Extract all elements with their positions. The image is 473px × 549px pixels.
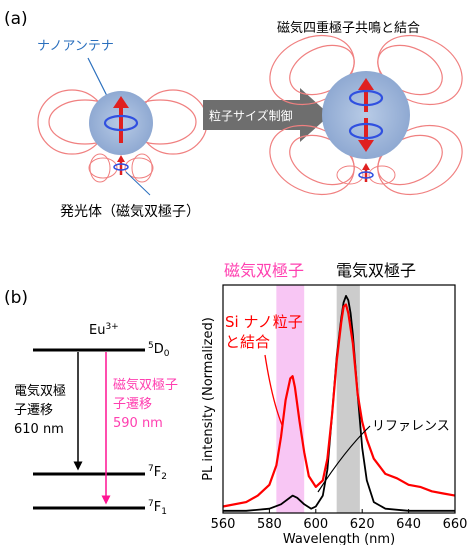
md-transition-label-1: 磁気双極子	[113, 377, 178, 393]
antenna-label: ナノアンテナ	[37, 39, 114, 54]
pl-chart: 560 580 600 620 640 660 Wavelength (nm) PL in…	[201, 284, 468, 547]
y-axis-label: PL intensity (Normalized)	[201, 317, 216, 481]
md-transition-label-3: 590 nm	[113, 416, 163, 431]
emitter-pointer	[125, 171, 151, 196]
right-emitter	[336, 163, 396, 185]
series-si-line	[222, 303, 456, 508]
level-7f1-label: 7F1	[148, 499, 167, 517]
plot-frame	[222, 284, 456, 514]
ref-label: リファレンス	[372, 419, 450, 434]
x-tick-label: 560	[211, 517, 236, 532]
ion-label: Eu3+	[89, 322, 119, 338]
level-7f2-label: 7F2	[148, 464, 167, 482]
series-layer	[222, 294, 456, 512]
panel-a-label: (a)	[4, 9, 28, 29]
quadrupole-arrows	[348, 78, 384, 152]
level-5d0-label: 5D0	[148, 341, 170, 359]
left-dipole-arrow	[103, 96, 139, 143]
x-tick-label: 660	[443, 517, 468, 532]
ticks-layer: 560 580 600 620 640 660	[211, 509, 468, 532]
si-label-2: と結合	[225, 333, 270, 351]
panel-b-label: (b)	[4, 288, 28, 308]
ed-transition-label-2: 子遷移	[14, 403, 53, 418]
process-label: 粒子サイズ制御	[209, 108, 293, 123]
band-ed-label: 電気双極子	[336, 261, 416, 280]
x-tick-label: 580	[257, 517, 282, 532]
ed-transition-label-3: 610 nm	[14, 422, 64, 437]
ed-transition-label-1: 電気双極	[14, 383, 66, 399]
band-0	[276, 285, 305, 513]
right-title: 磁気四重極子共鳴と結合	[277, 20, 420, 36]
right-nanoparticle	[322, 71, 410, 159]
si-label-1: Si ナノ粒子	[225, 313, 303, 331]
si-pointer	[264, 354, 283, 426]
process-arrow	[203, 88, 330, 142]
x-tick-label: 620	[350, 517, 375, 532]
emitter-field	[88, 153, 154, 183]
x-tick-label: 600	[303, 517, 328, 532]
emitter-dipole	[113, 155, 129, 175]
x-axis-label: Wavelength (nm)	[283, 532, 395, 545]
ref-pointer	[317, 425, 371, 493]
emitter-label: 発光体（磁気双極子）	[60, 204, 200, 220]
md-transition-label-2: 子遷移	[113, 397, 152, 412]
band-md-label: 磁気双極子	[224, 261, 304, 280]
x-tick-label: 640	[396, 517, 421, 532]
